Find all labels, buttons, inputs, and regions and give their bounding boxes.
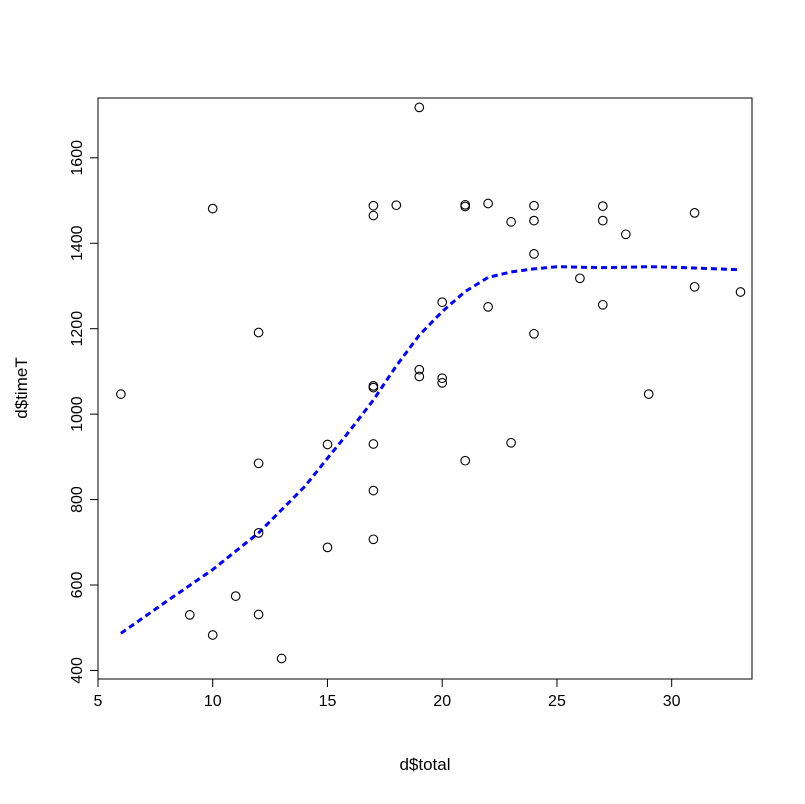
data-point (529, 328, 539, 339)
plot-frame (97, 97, 753, 680)
x-tick-label: 30 (663, 693, 681, 710)
smoothed-fit-line (120, 265, 741, 635)
data-point (116, 389, 126, 399)
data-point (529, 215, 539, 226)
data-point (597, 215, 608, 226)
data-point (184, 610, 195, 620)
data-point (414, 371, 425, 382)
y-tick-label: 1000 (69, 396, 86, 432)
y-tick-label: 1600 (69, 140, 86, 176)
data-point (506, 437, 516, 448)
data-point (207, 630, 218, 640)
data-point (414, 364, 425, 375)
data-point (253, 528, 264, 538)
data-point (483, 198, 493, 209)
x-axis-label: d$total (399, 755, 450, 774)
data-point (391, 200, 402, 211)
x-tick-label: 10 (204, 693, 222, 710)
data-point (437, 297, 448, 308)
data-point (253, 327, 264, 338)
data-point (529, 200, 539, 211)
data-point (368, 210, 379, 221)
data-point (368, 534, 379, 545)
y-axis-label: d$timeT (12, 357, 31, 418)
data-point (483, 302, 493, 312)
data-point (368, 485, 379, 496)
data-point (368, 439, 379, 449)
data-point (253, 458, 264, 469)
data-point (253, 609, 264, 620)
y-tick-label: 600 (69, 572, 86, 599)
data-point (322, 542, 333, 553)
y-axis: 400 600 800 1000 1200 1400 1600 (69, 140, 99, 684)
data-point (230, 591, 241, 601)
x-axis: 5 10 15 20 25 30 (94, 678, 681, 710)
data-points (116, 102, 746, 664)
data-point (506, 217, 516, 227)
x-tick-label: 20 (433, 693, 451, 710)
data-point (368, 200, 379, 211)
data-point (735, 287, 746, 297)
data-point (529, 249, 539, 259)
x-tick-label: 25 (548, 693, 566, 710)
y-tick-label: 400 (69, 657, 86, 684)
data-point (597, 201, 608, 211)
data-point (689, 281, 700, 292)
data-point (460, 455, 471, 466)
data-point (575, 273, 585, 284)
y-tick-label: 1200 (69, 311, 86, 347)
x-tick-label: 15 (319, 693, 337, 710)
x-tick-label: 5 (94, 693, 103, 710)
data-point (276, 653, 287, 664)
y-tick-label: 1400 (69, 225, 86, 261)
data-point (460, 201, 471, 212)
data-point (414, 102, 425, 113)
data-point (597, 299, 608, 310)
data-point (437, 373, 448, 384)
data-point (207, 203, 218, 214)
data-point (620, 229, 631, 240)
data-point (689, 208, 700, 218)
data-point (437, 378, 448, 388)
data-point (643, 389, 654, 399)
data-point (322, 439, 333, 450)
y-tick-label: 800 (69, 486, 86, 513)
data-point (368, 382, 379, 393)
